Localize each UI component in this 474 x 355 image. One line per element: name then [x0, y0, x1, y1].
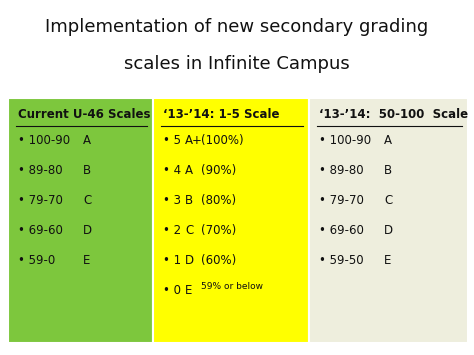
Bar — [8, 98, 153, 343]
Text: scales in Infinite Campus: scales in Infinite Campus — [124, 55, 350, 73]
Text: • 89-80: • 89-80 — [319, 164, 364, 177]
Text: C: C — [384, 194, 392, 207]
Text: • 79-70: • 79-70 — [319, 194, 364, 207]
Text: A: A — [83, 134, 91, 147]
Text: • 100-90: • 100-90 — [319, 134, 372, 147]
Text: C: C — [185, 224, 193, 237]
Text: • 3: • 3 — [163, 194, 181, 207]
Text: • 2: • 2 — [163, 224, 181, 237]
Text: (90%): (90%) — [201, 164, 236, 177]
Text: (70%): (70%) — [201, 224, 236, 237]
Text: C: C — [83, 194, 91, 207]
Text: • 100-90: • 100-90 — [18, 134, 70, 147]
Text: Current U-46 Scales: Current U-46 Scales — [18, 108, 151, 121]
Text: ‘13-’14:  50-100  Scale: ‘13-’14: 50-100 Scale — [319, 108, 468, 121]
Text: (100%): (100%) — [201, 134, 244, 147]
Text: • 79-70: • 79-70 — [18, 194, 63, 207]
Text: D: D — [185, 254, 194, 267]
Text: E: E — [185, 284, 192, 297]
Text: B: B — [185, 194, 193, 207]
Text: B: B — [384, 164, 392, 177]
Text: A: A — [384, 134, 392, 147]
Text: • 59-50: • 59-50 — [319, 254, 364, 267]
Text: D: D — [83, 224, 92, 237]
Text: Implementation of new secondary grading: Implementation of new secondary grading — [46, 18, 428, 36]
Text: (60%): (60%) — [201, 254, 236, 267]
Bar — [310, 98, 468, 343]
Text: • 4: • 4 — [163, 164, 181, 177]
Text: • 69-60: • 69-60 — [18, 224, 63, 237]
Bar — [153, 98, 310, 343]
Text: A+: A+ — [185, 134, 203, 147]
Text: • 89-80: • 89-80 — [18, 164, 63, 177]
Text: E: E — [384, 254, 392, 267]
Text: 59% or below: 59% or below — [201, 282, 263, 291]
Text: (80%): (80%) — [201, 194, 236, 207]
Text: D: D — [384, 224, 393, 237]
Text: • 5: • 5 — [163, 134, 181, 147]
Text: A: A — [185, 164, 193, 177]
Text: • 59-0: • 59-0 — [18, 254, 55, 267]
Text: • 1: • 1 — [163, 254, 181, 267]
Text: B: B — [83, 164, 91, 177]
Text: • 69-60: • 69-60 — [319, 224, 364, 237]
Text: ‘13-’14: 1-5 Scale: ‘13-’14: 1-5 Scale — [163, 108, 279, 121]
Text: • 0: • 0 — [163, 284, 181, 297]
Text: E: E — [83, 254, 91, 267]
